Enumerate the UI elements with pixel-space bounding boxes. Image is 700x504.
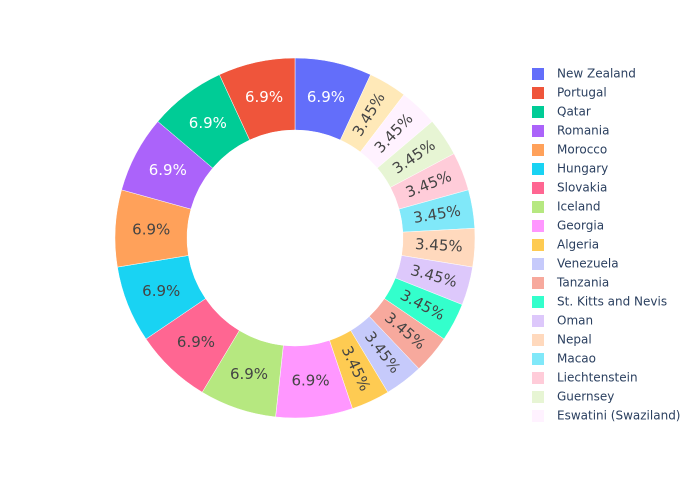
legend-swatch [532, 68, 544, 80]
slice-label: 6.9% [245, 88, 283, 106]
legend-swatch [532, 125, 544, 137]
legend-label: Portugal [557, 86, 607, 100]
slice-label: 6.9% [149, 161, 187, 179]
legend-swatch [532, 258, 544, 270]
slice-label: 6.9% [230, 365, 268, 383]
legend-label: Liechtenstein [557, 371, 638, 385]
donut: 6.9% 3.45%3.45%3.45%3.45%3.45%3.45%3.45%3… [114, 57, 476, 419]
legend-swatch [532, 239, 544, 251]
legend-label: Algeria [557, 238, 599, 252]
legend-label: Iceland [557, 200, 600, 214]
legend-label: Macao [557, 352, 596, 366]
legend-label: Guernsey [557, 390, 614, 404]
slice-label: 6.9% [292, 372, 330, 390]
legend-swatch [532, 201, 544, 213]
slice-label: 6.9% [177, 333, 215, 351]
legend: New Zealand Portugal Qatar Romania Morocco Hu… [532, 67, 681, 423]
legend-label: Nepal [557, 333, 592, 347]
legend-label: Morocco [557, 143, 607, 157]
legend-label: Eswatini (Swaziland) [557, 409, 681, 423]
legend-swatch [532, 296, 544, 308]
slice-label: 6.9% [307, 88, 345, 106]
legend-label: Venezuela [557, 257, 619, 271]
legend-label: Qatar [557, 105, 591, 119]
slice [219, 57, 296, 141]
legend-swatch [532, 410, 544, 422]
legend-label: Slovakia [557, 181, 607, 195]
legend-swatch [532, 315, 544, 327]
legend-swatch [532, 163, 544, 175]
legend-label: New Zealand [557, 67, 636, 81]
legend-swatch [532, 182, 544, 194]
legend-label: Tanzania [556, 276, 609, 290]
slice-label: 6.9% [142, 282, 180, 300]
slice-label: 6.9% [132, 221, 170, 239]
legend-swatch [532, 106, 544, 118]
slice-label: 3.45% [415, 235, 464, 256]
legend-swatch [532, 87, 544, 99]
legend-swatch [532, 391, 544, 403]
legend-swatch [532, 353, 544, 365]
legend-swatch [532, 277, 544, 289]
legend-swatch [532, 144, 544, 156]
slice-label: 6.9% [189, 114, 227, 132]
legend-label: Oman [557, 314, 593, 328]
legend-swatch [532, 220, 544, 232]
legend-swatch [532, 372, 544, 384]
legend-label: Hungary [557, 162, 608, 176]
legend-swatch [532, 334, 544, 346]
legend-label: Georgia [557, 219, 604, 233]
legend-label: St. Kitts and Nevis [557, 295, 667, 309]
legend-label: Romania [557, 124, 609, 138]
